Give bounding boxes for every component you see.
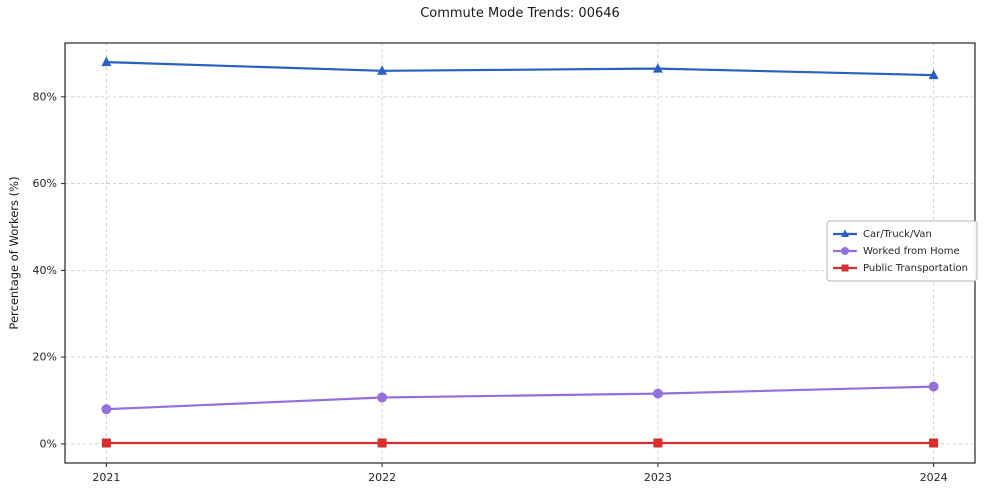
- svg-text:60%: 60%: [33, 177, 57, 190]
- legend-label: Car/Truck/Van: [863, 229, 932, 240]
- svg-text:2021: 2021: [92, 471, 120, 484]
- series-markers-worked-from-home: [101, 381, 939, 415]
- legend: Car/Truck/Van Worked from Home Public Tran…: [826, 220, 978, 282]
- svg-text:20%: 20%: [33, 351, 57, 364]
- y-tick-labels: 0% 20% 40% 60% 80%: [33, 90, 65, 450]
- legend-item-worked-from-home: Worked from Home: [833, 246, 960, 257]
- svg-text:0%: 0%: [40, 437, 57, 450]
- legend-item-car-truck-van: Car/Truck/Van: [833, 229, 932, 240]
- svg-text:80%: 80%: [33, 90, 57, 103]
- chart-title: Commute Mode Trends: 00646: [420, 6, 620, 21]
- svg-text:2023: 2023: [644, 471, 672, 484]
- series-markers-public-transportation: [101, 438, 939, 448]
- legend-label: Worked from Home: [863, 246, 960, 257]
- legend-label: Public Transportation: [863, 263, 968, 274]
- series-markers-car-truck-van: [101, 56, 939, 80]
- series-line-car-truck-van: [106, 61, 934, 77]
- svg-text:2024: 2024: [920, 471, 948, 484]
- legend-item-public-transportation: Public Transportation: [833, 263, 968, 274]
- svg-text:40%: 40%: [33, 264, 57, 277]
- svg-text:2022: 2022: [368, 471, 396, 484]
- series-line-worked-from-home: [106, 385, 934, 411]
- x-tick-labels: 2021 2022 2023 2024: [92, 463, 948, 484]
- plot-background: [65, 43, 975, 463]
- legend-box: [826, 220, 978, 282]
